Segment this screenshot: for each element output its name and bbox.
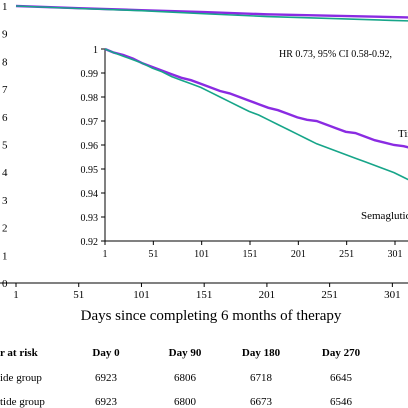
risk-col-day270: Day 270 <box>322 347 361 359</box>
inset-plot: 0.920.930.940.950.960.970.980.991 1 51 101… <box>73 36 408 268</box>
inset-x-tick-label: 51 <box>148 249 158 260</box>
risk-col-day0: Day 0 <box>92 347 120 359</box>
hazard-ratio-annotation: HR 0.73, 95% CI 0.58-0.92, <box>279 49 392 60</box>
inset-y-tick-label: 1 <box>93 45 98 56</box>
outer-x-tick-label: 301 <box>384 289 401 301</box>
inset-x-tick-label: 301 <box>388 249 403 260</box>
risk-row-1-day270: 6645 <box>330 372 353 384</box>
outer-y-tick-label: 0 <box>2 278 8 290</box>
risk-row-2-day180: 6673 <box>250 396 273 408</box>
series-label-tir: Tir <box>398 128 408 140</box>
risk-row-2-day270: 6546 <box>330 396 353 408</box>
outer-x-ticks: 1 51 101 151 201 251 301 <box>13 283 401 301</box>
outer-y-tick-label: 3 <box>2 195 8 207</box>
risk-row-1-label: ide group <box>0 372 42 384</box>
inset-y-tick-label: 0.96 <box>81 141 99 152</box>
inset-y-tick-label: 0.93 <box>81 213 99 224</box>
outer-x-tick-label: 1 <box>13 289 19 301</box>
outer-y-tick-label: 9 <box>2 29 8 41</box>
inset-x-ticks: 1 51 101 151 201 251 301 <box>103 241 403 260</box>
outer-y-tick-label: 1 <box>2 250 8 262</box>
inset-series-group <box>104 47 408 181</box>
inset-y-tick-label: 0.95 <box>81 165 99 176</box>
outer-x-tick-label: 251 <box>321 289 338 301</box>
risk-table-header: r at risk <box>0 347 39 359</box>
inset-y-tick-label: 0.98 <box>81 93 99 104</box>
inset-series-line-1 <box>104 47 408 149</box>
risk-row-2-label: tide group <box>0 396 45 408</box>
risk-row-2-day90: 6800 <box>174 396 197 408</box>
risk-row-1-day90: 6806 <box>174 372 197 384</box>
risk-row-1-day0: 6923 <box>95 372 118 384</box>
outer-x-tick-label: 201 <box>259 289 276 301</box>
inset-background <box>73 36 408 268</box>
outer-y-tick-label: 5 <box>2 140 8 152</box>
inset-y-tick-label: 0.92 <box>81 237 99 248</box>
risk-row-1-day180: 6718 <box>250 372 273 384</box>
inset-y-tick-label: 0.99 <box>81 69 99 80</box>
risk-row-2-day0: 6923 <box>95 396 118 408</box>
x-axis-title: Days since completing 6 months of therap… <box>81 308 342 324</box>
outer-y-tick-label: 4 <box>2 167 8 179</box>
outer-y-tick-label: 2 <box>2 223 8 235</box>
inset-series-line-2 <box>104 48 408 181</box>
series-label-semaglutid: Semaglutid <box>361 210 408 222</box>
inset-x-tick-label: 201 <box>291 249 306 260</box>
outer-series-group <box>15 4 408 22</box>
outer-x-tick-label: 51 <box>73 289 84 301</box>
inset-x-tick-label: 251 <box>339 249 354 260</box>
inset-x-tick-label: 151 <box>243 249 258 260</box>
inset-y-ticks: 0.92 0.93 0.94 0.95 0.96 0.97 0.98 0.99 1 <box>81 45 105 248</box>
outer-y-tick-label: 8 <box>2 56 8 68</box>
inset-x-tick-label: 1 <box>103 249 108 260</box>
number-at-risk-table: r at risk Day 0 Day 90 Day 180 Day 270 i… <box>0 347 361 408</box>
outer-y-tick-label: 7 <box>2 84 8 96</box>
risk-col-day180: Day 180 <box>242 347 281 359</box>
inset-y-tick-label: 0.94 <box>81 189 99 200</box>
inset-x-tick-label: 101 <box>194 249 209 260</box>
outer-y-ticks: 0 1 2 3 4 5 6 7 8 9 1 <box>2 1 8 290</box>
outer-series-line-2 <box>15 5 408 22</box>
outer-y-tick-label: 1 <box>2 1 8 13</box>
outer-x-tick-label: 101 <box>133 289 150 301</box>
outer-y-tick-label: 6 <box>2 112 8 124</box>
outer-x-tick-label: 151 <box>196 289 213 301</box>
risk-col-day90: Day 90 <box>169 347 202 359</box>
inset-y-tick-label: 0.97 <box>81 117 99 128</box>
